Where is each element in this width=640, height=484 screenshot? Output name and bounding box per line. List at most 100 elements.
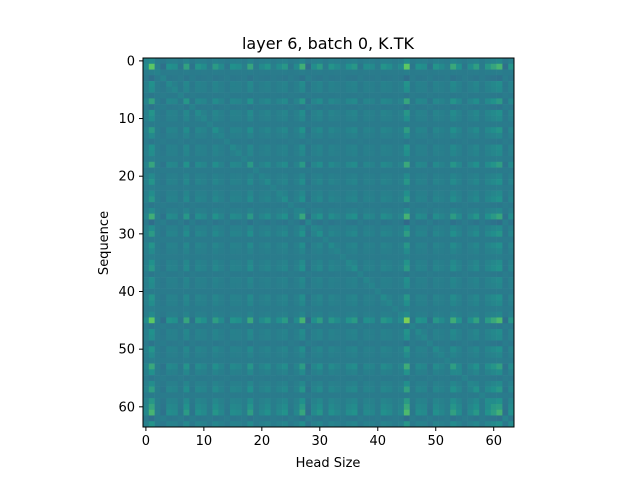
heatmap-cell: [374, 311, 381, 318]
heatmap-cell: [444, 386, 451, 393]
heatmap-cell: [218, 196, 225, 203]
heatmap-cell: [461, 328, 468, 336]
heatmap-cell: [432, 346, 439, 353]
heatmap-cell: [224, 156, 231, 163]
heatmap-cell: [334, 334, 341, 341]
heatmap-cell: [264, 277, 271, 284]
heatmap-cell: [154, 213, 161, 220]
heatmap-cell: [311, 409, 318, 416]
heatmap-cell: [189, 328, 196, 336]
heatmap-cell: [438, 156, 445, 163]
heatmap-cell: [189, 115, 196, 122]
heatmap-cell: [305, 207, 312, 214]
heatmap-cell: [328, 225, 335, 232]
heatmap-cell: [189, 207, 196, 214]
heatmap-cell: [328, 340, 335, 347]
heatmap-cell: [171, 127, 179, 134]
heatmap-cell: [496, 138, 503, 145]
heatmap-cell: [235, 225, 242, 232]
heatmap-cell: [311, 230, 318, 238]
heatmap-cell: [212, 127, 219, 134]
heatmap-cell: [171, 265, 179, 272]
heatmap-cell: [357, 271, 364, 278]
heatmap-cell: [264, 225, 271, 232]
heatmap-cell: [398, 300, 405, 307]
heatmap-cell: [421, 300, 428, 307]
heatmap-cell: [212, 109, 219, 116]
heatmap-cell: [276, 421, 283, 428]
heatmap-cell: [485, 156, 492, 163]
heatmap-cell: [334, 352, 341, 359]
heatmap-cell: [218, 86, 225, 93]
heatmap-cell: [374, 127, 381, 134]
heatmap-cell: [357, 58, 364, 65]
heatmap-cell: [351, 127, 358, 134]
heatmap-cell: [386, 58, 393, 65]
heatmap-cell: [421, 369, 428, 376]
heatmap-cell: [258, 121, 266, 128]
heatmap-cell: [467, 63, 474, 70]
heatmap-cell: [212, 392, 219, 399]
heatmap-cell: [502, 242, 509, 249]
heatmap-cell: [212, 81, 219, 88]
heatmap-cell: [473, 184, 480, 191]
heatmap-cell: [276, 375, 283, 382]
heatmap-cell: [438, 132, 445, 140]
heatmap-cell: [421, 230, 428, 238]
heatmap-cell: [287, 207, 295, 214]
heatmap-cell: [305, 190, 312, 197]
heatmap-cell: [369, 156, 376, 163]
heatmap-cell: [380, 386, 387, 393]
heatmap-cell: [212, 115, 219, 122]
heatmap-cell: [432, 81, 439, 88]
heatmap-cell: [212, 352, 219, 359]
heatmap-cell: [322, 259, 329, 266]
heatmap-cell: [479, 150, 486, 157]
heatmap-cell: [154, 242, 161, 249]
heatmap-cell: [415, 196, 422, 203]
heatmap-cell: [403, 248, 410, 255]
heatmap-cell: [496, 98, 503, 105]
heatmap-cell: [409, 288, 416, 295]
heatmap-cell: [224, 98, 231, 105]
heatmap-cell: [490, 98, 497, 105]
heatmap-cell: [467, 202, 474, 209]
heatmap-cell: [241, 225, 248, 232]
heatmap-cell: [380, 346, 387, 353]
heatmap-cell: [421, 81, 428, 88]
heatmap-cell: [444, 415, 451, 422]
heatmap-cell: [200, 409, 208, 416]
heatmap-cell: [369, 415, 376, 422]
heatmap-cell: [183, 230, 190, 238]
heatmap-cell: [467, 115, 474, 122]
heatmap-cell: [160, 363, 167, 370]
heatmap-cell: [241, 69, 248, 76]
heatmap-cell: [415, 357, 422, 364]
heatmap-cell: [363, 138, 370, 145]
heatmap-cell: [264, 190, 271, 197]
heatmap-cell: [316, 127, 324, 134]
heatmap-cell: [456, 138, 463, 145]
heatmap-cell: [166, 75, 173, 82]
heatmap-cell: [340, 109, 347, 116]
heatmap-cell: [461, 150, 468, 157]
heatmap-cell: [282, 311, 289, 318]
heatmap-cell: [392, 81, 399, 88]
heatmap-cell: [253, 254, 260, 261]
heatmap-cell: [345, 230, 352, 238]
heatmap-cell: [224, 288, 231, 295]
heatmap-cell: [299, 109, 306, 116]
heatmap-cell: [316, 340, 324, 347]
heatmap-cell: [212, 254, 219, 261]
heatmap-cell: [235, 317, 242, 324]
heatmap-cell: [334, 282, 341, 289]
heatmap-cell: [427, 69, 434, 76]
heatmap-cell: [369, 236, 376, 243]
heatmap-cell: [328, 98, 335, 105]
heatmap-cell: [328, 92, 335, 99]
heatmap-cell: [247, 167, 254, 174]
heatmap-cell: [398, 92, 405, 99]
heatmap-cell: [287, 357, 295, 364]
heatmap-cell: [212, 398, 219, 405]
heatmap-cell: [432, 248, 439, 255]
